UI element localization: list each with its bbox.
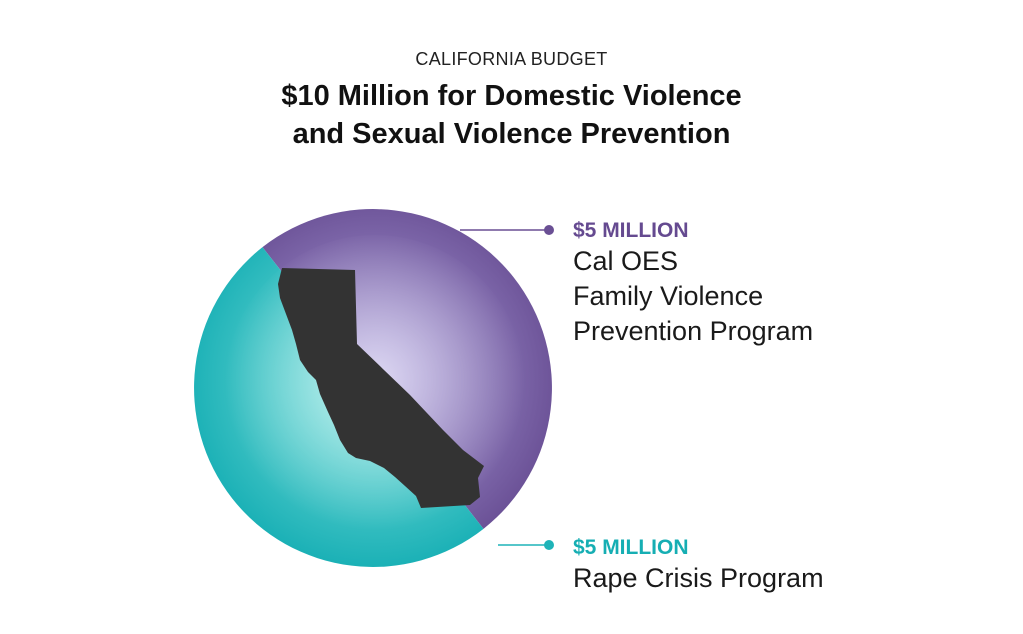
- purple-desc-line-1: Cal OES: [573, 246, 679, 276]
- teal-amount-label: $5 MILLION: [573, 536, 689, 559]
- chart-title-line-1: $10 Million for Domestic Violence: [281, 80, 742, 112]
- purple-desc-line-3: Prevention Program: [573, 316, 814, 346]
- teal-description: Rape Crisis Program: [573, 561, 824, 596]
- purple-leader-dot: [544, 225, 554, 235]
- teal-leader-dot: [544, 540, 554, 550]
- label-teal-slice: $5 MILLION Rape Crisis Program: [573, 535, 824, 596]
- purple-amount-label: $5 MILLION: [573, 219, 689, 242]
- purple-desc-line-2: Family Violence: [573, 281, 764, 311]
- chart-title: $10 Million for Domestic Violence and Se…: [0, 77, 1023, 153]
- teal-desc-line-1: Rape Crisis Program: [573, 563, 824, 593]
- purple-description: Cal OES Family Violence Prevention Progr…: [573, 244, 813, 349]
- california-state-shape: [278, 268, 484, 508]
- chart-title-line-2: and Sexual Violence Prevention: [292, 118, 731, 150]
- chart-kicker: CALIFORNIA BUDGET: [415, 49, 608, 69]
- label-purple-slice: $5 MILLION Cal OES Family Violence Preve…: [573, 218, 813, 349]
